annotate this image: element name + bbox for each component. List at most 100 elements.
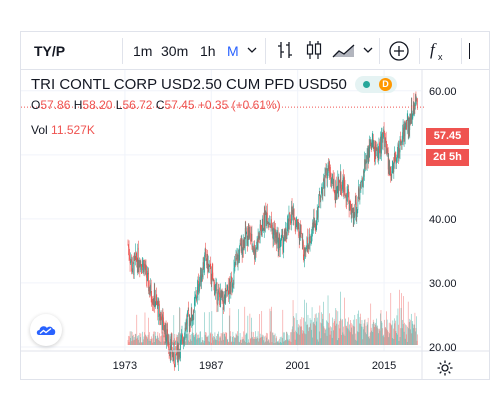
volume-bar: [248, 342, 250, 345]
settings-gear-icon[interactable]: [436, 359, 454, 377]
volume-bar: [315, 325, 317, 345]
candle-body: [407, 117, 409, 120]
candle-body: [166, 337, 167, 342]
candle-body: [372, 138, 374, 149]
candle-body: [415, 94, 416, 107]
candle-body: [348, 197, 350, 211]
volume-bar: [151, 338, 153, 345]
volume-bar: [349, 324, 350, 345]
candle-body: [313, 217, 315, 225]
volume-bars: [127, 289, 418, 345]
interval-30m-button[interactable]: 30m: [161, 43, 189, 59]
volume-bar: [407, 301, 409, 345]
candle-body: [237, 254, 239, 265]
candle-body: [139, 260, 141, 270]
volume-bar: [349, 332, 351, 345]
candle-body: [201, 276, 202, 283]
candle-body: [203, 266, 205, 269]
candle-body: [327, 172, 328, 179]
candle-body: [188, 315, 190, 327]
volume-bar: [323, 301, 324, 345]
volume-bar: [302, 317, 304, 345]
volume-bar: [300, 326, 302, 345]
volume-bar: [189, 334, 191, 345]
candle-body: [168, 347, 170, 352]
volume-bar: [341, 334, 342, 345]
chevron-down-icon[interactable]: [363, 46, 373, 54]
candle-body: [333, 179, 335, 192]
add-icon[interactable]: [388, 40, 410, 62]
volume-bar: [287, 333, 288, 345]
volume-bar: [386, 319, 388, 345]
candle-body: [355, 200, 357, 203]
volume-bar: [369, 332, 371, 345]
volume-bar: [401, 328, 403, 345]
candle-body: [162, 315, 164, 318]
volume-bar: [362, 339, 363, 345]
volume-bar: [150, 341, 151, 345]
candle-body: [210, 280, 212, 284]
candle-body: [234, 261, 236, 265]
candle-body: [345, 194, 346, 196]
candle-body: [342, 177, 344, 182]
candle-body: [347, 189, 349, 193]
candle-body: [189, 318, 191, 325]
candle-body: [404, 126, 405, 137]
volume-bar: [300, 326, 302, 345]
volume-bar: [384, 319, 385, 345]
candle-body: [398, 149, 400, 159]
candle-body: [405, 122, 407, 126]
volume-bar: [232, 331, 234, 345]
volume-bar: [411, 333, 413, 345]
volume-bar: [267, 341, 269, 345]
candle-body: [215, 285, 216, 292]
volume-bar: [227, 338, 229, 345]
volume-bar: [141, 341, 142, 345]
candle-body: [198, 280, 199, 293]
candlestick-icon[interactable]: [305, 39, 323, 61]
candle-body: [229, 283, 231, 288]
tradingview-logo[interactable]: [30, 314, 62, 346]
function-icon[interactable]: f x: [429, 39, 449, 63]
candle-body: [127, 244, 129, 246]
volume-bar: [367, 324, 368, 345]
candle-body: [317, 207, 319, 218]
volume-bar: [204, 312, 205, 345]
interval-month-button[interactable]: M: [227, 43, 239, 59]
volume-bar: [197, 337, 199, 345]
volume-bar: [153, 341, 155, 345]
candle-body: [216, 282, 218, 304]
candle-body: [274, 228, 275, 242]
candle-body: [365, 160, 367, 163]
interval-1m-button[interactable]: 1m: [133, 43, 153, 59]
toolbar-more-icon[interactable]: [469, 43, 470, 59]
candle-body: [383, 129, 384, 138]
candle-body: [271, 226, 273, 231]
volume-bar: [281, 342, 283, 345]
volume-bar: [165, 342, 166, 345]
candle-body: [185, 320, 187, 331]
toolbar-divider: [265, 38, 266, 64]
status-badge[interactable]: D: [355, 76, 397, 93]
volume-bar: [385, 328, 387, 345]
volume-bar: [322, 318, 324, 345]
candle-body: [325, 168, 326, 173]
candle-body: [284, 231, 286, 234]
candle-body: [318, 194, 320, 196]
candle-body: [147, 272, 149, 274]
volume-bar: [404, 338, 406, 345]
volume-bar: [320, 338, 322, 345]
chevron-down-icon[interactable]: [247, 46, 257, 54]
volume-bar: [157, 331, 159, 345]
symbol-button[interactable]: TY/P: [34, 43, 66, 59]
area-chart-icon[interactable]: [332, 42, 356, 60]
candle-body: [209, 263, 211, 266]
candle-body: [395, 160, 397, 164]
bar-chart-icon[interactable]: [276, 39, 294, 61]
candle-body: [301, 233, 303, 246]
volume-bar: [363, 323, 365, 345]
candle-body: [254, 254, 256, 259]
interval-1h-button[interactable]: 1h: [200, 43, 216, 59]
candle-body: [153, 289, 155, 304]
